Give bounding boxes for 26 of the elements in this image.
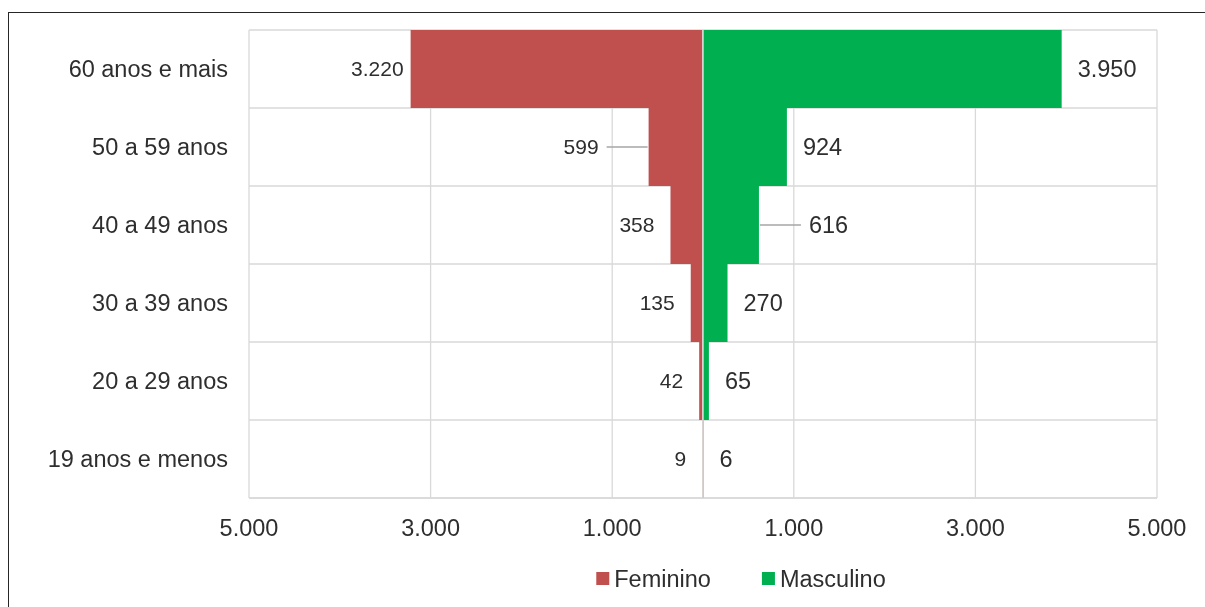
data-label: 6 — [719, 446, 733, 473]
x-tick-label: 5.000 — [219, 514, 279, 541]
data-label: 135 — [639, 291, 675, 315]
y-tick-label: 30 a 39 anos — [92, 290, 228, 317]
y-tick-label: 50 a 59 anos — [92, 134, 228, 161]
y-tick-label: 19 anos e menos — [47, 446, 228, 473]
data-label: 65 — [724, 368, 752, 395]
y-tick-label: 40 a 49 anos — [92, 212, 228, 239]
data-label: 270 — [743, 290, 783, 317]
data-label: 9 — [674, 447, 687, 471]
data-label: 358 — [619, 213, 655, 237]
y-tick-label: 60 anos e mais — [68, 56, 228, 83]
data-label: 42 — [659, 369, 684, 393]
x-tick-label: 3.000 — [945, 514, 1005, 541]
y-tick-label: 20 a 29 anos — [92, 368, 228, 395]
data-label: 599 — [563, 135, 599, 159]
x-tick-label: 5.000 — [1127, 514, 1187, 541]
legend-label: Feminino — [614, 565, 711, 592]
data-label: 3.950 — [1077, 56, 1137, 83]
data-label: 616 — [808, 212, 849, 239]
legend-label: Masculino — [779, 565, 886, 592]
x-tick-label: 1.000 — [582, 514, 642, 541]
x-tick-label: 1.000 — [764, 514, 824, 541]
data-label: 924 — [802, 134, 843, 161]
data-label: 3.220 — [351, 57, 404, 81]
x-tick-label: 3.000 — [401, 514, 461, 541]
